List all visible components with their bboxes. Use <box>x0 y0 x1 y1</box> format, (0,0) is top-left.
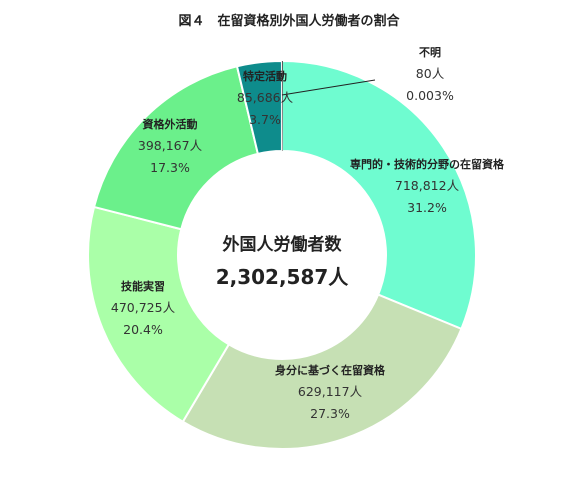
slice-label-count: 718,812人 <box>395 178 460 193</box>
slice-3 <box>87 205 231 424</box>
slice-label-count: 85,686人 <box>237 90 294 105</box>
slice-label-name: 専門的・技術的分野の在留資格 <box>350 157 505 171</box>
slice-2 <box>181 293 463 450</box>
label-group-1: 専門的・技術的分野の在留資格 718,812人 31.2% <box>350 157 505 215</box>
slice-label-count: 629,117人 <box>298 384 363 399</box>
slice-label-percent: 20.4% <box>123 322 163 337</box>
slice-label-percent: 0.003% <box>406 88 454 103</box>
slice-label-count: 80人 <box>416 66 445 81</box>
slice-label-name: 不明 <box>419 46 441 59</box>
slice-5 <box>235 59 283 156</box>
leader-line <box>281 79 376 96</box>
slice-label-name: 身分に基づく在留資格 <box>275 363 386 377</box>
slice-6 <box>281 61 283 152</box>
slices-group <box>87 59 477 450</box>
label-group-5: 特定活動 85,686人 3.7% <box>237 69 294 127</box>
label-group-2: 身分に基づく在留資格 629,117人 27.3% <box>275 363 386 421</box>
slice-label-count: 398,167人 <box>138 138 203 153</box>
label-group-4: 資格外活動 398,167人 17.3% <box>138 117 203 175</box>
label-group-6: 不明 80人 0.003% <box>406 46 454 103</box>
label-group-3: 技能実習 470,725人 20.4% <box>111 279 176 337</box>
center-total: 2,302,587人 <box>216 265 350 289</box>
slice-1 <box>281 59 477 331</box>
slice-label-name: 技能実習 <box>121 279 165 293</box>
slice-label-name: 特定活動 <box>243 69 287 83</box>
chart-title: 図４ 在留資格別外国人労働者の割合 <box>178 13 400 29</box>
slice-label-percent: 3.7% <box>249 112 281 127</box>
labels-group: 専門的・技術的分野の在留資格 718,812人 31.2% 身分に基づく在留資格 629… <box>111 46 505 421</box>
slice-label-percent: 31.2% <box>407 200 447 215</box>
center-label: 外国人労働者数 <box>223 234 343 255</box>
slice-label-percent: 27.3% <box>310 406 350 421</box>
slice-4 <box>92 65 260 231</box>
slice-label-percent: 17.3% <box>150 160 190 175</box>
slice-label-name: 資格外活動 <box>143 117 198 131</box>
slice-label-count: 470,725人 <box>111 300 176 315</box>
